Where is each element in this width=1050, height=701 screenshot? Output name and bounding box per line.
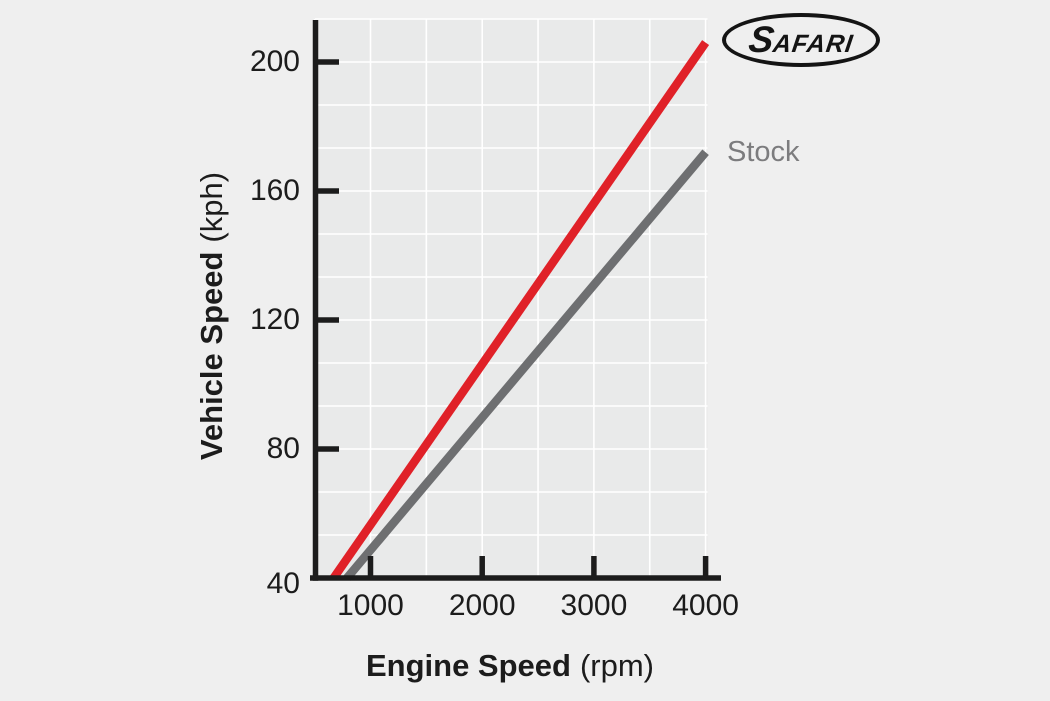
x-tick-label: 3000 bbox=[560, 589, 628, 622]
series-label-stock: Stock bbox=[727, 136, 800, 168]
x-tick-label: 1000 bbox=[337, 589, 404, 622]
x-axis-title-text: Engine Speed bbox=[365, 648, 571, 683]
y-axis-title: Vehicle Speed (kph) bbox=[194, 172, 230, 460]
y-tick-label: 200 bbox=[249, 45, 300, 78]
stock-line bbox=[343, 149, 709, 581]
safari-line bbox=[330, 40, 710, 581]
x-axis-title: Engine Speed (rpm) bbox=[335, 648, 685, 684]
y-axis-unit: (kph) bbox=[194, 171, 229, 243]
y-tick-label: 40 bbox=[266, 567, 300, 600]
x-axis-unit: (rpm) bbox=[579, 648, 655, 683]
plot-background bbox=[315, 19, 708, 578]
safari-logo-text: S AFARI bbox=[746, 19, 856, 60]
y-tick-label: 160 bbox=[249, 174, 300, 207]
x-tick-label: 4000 bbox=[672, 589, 739, 622]
x-tick-label: 2000 bbox=[448, 589, 516, 622]
safari-logo-rest: AFARI bbox=[770, 29, 855, 58]
y-tick-label: 120 bbox=[249, 303, 300, 336]
safari-logo: S AFARI bbox=[722, 13, 880, 67]
y-tick-label: 80 bbox=[266, 432, 300, 465]
y-axis-title-text: Vehicle Speed bbox=[194, 251, 229, 461]
